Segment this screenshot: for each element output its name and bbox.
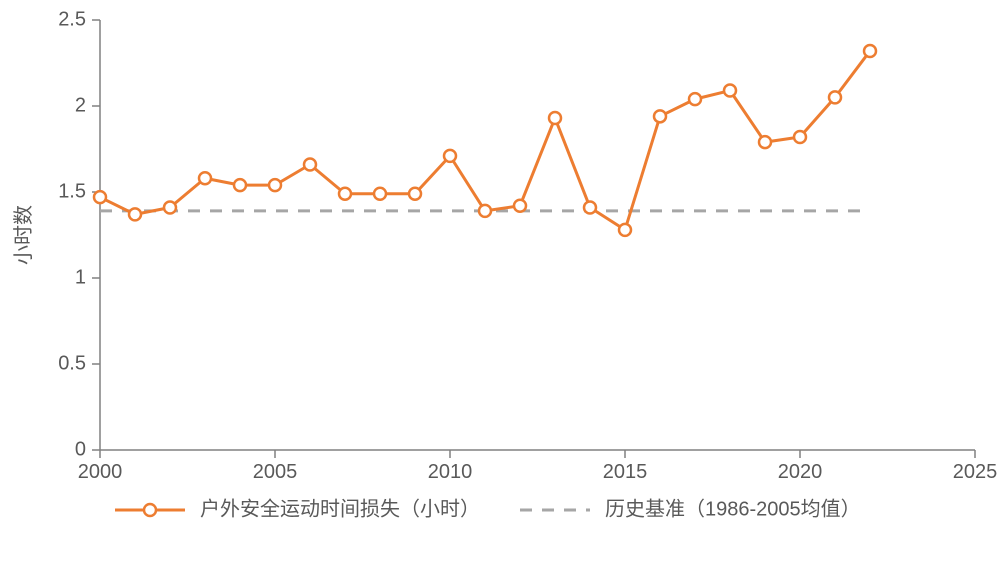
series-marker [794,131,806,143]
series-marker [689,93,701,105]
legend-series-label: 户外安全运动时间损失（小时） [200,497,480,520]
y-tick-label: 1 [75,266,86,288]
series-marker [759,136,771,148]
x-tick-label: 2025 [953,461,998,483]
series-marker [549,112,561,124]
chart-bg [0,0,1000,563]
series-marker [479,205,491,217]
series-marker [444,150,456,162]
series-marker [724,85,736,97]
x-tick-label: 2010 [428,461,473,483]
chart-container: 0 0.5 1 1.5 2 2.5 2000 2005 2010 2015 2020 2025 小时数户… [0,0,1000,563]
series-marker [164,201,176,213]
series-marker [829,91,841,103]
series-marker [654,110,666,122]
y-tick-label: 2 [75,94,86,116]
y-tick-label: 2.5 [58,8,86,30]
series-marker [199,172,211,184]
series-marker [619,224,631,236]
series-marker [339,188,351,200]
line-chart: 0 0.5 1 1.5 2 2.5 2000 2005 2010 2015 2020 2025 小时数户… [0,0,1000,563]
series-marker [234,179,246,191]
series-marker [129,208,141,220]
series-marker [409,188,421,200]
series-marker [374,188,386,200]
y-tick-label: 1.5 [58,180,86,202]
series-marker [864,45,876,57]
x-tick-label: 2015 [603,461,648,483]
legend-series-marker [144,504,156,516]
y-tick-label: 0 [75,438,86,460]
x-tick-label: 2020 [778,461,823,483]
series-marker [514,200,526,212]
series-marker [94,191,106,203]
y-tick-label: 0.5 [58,352,86,374]
y-axis-label: 小时数 [12,205,35,265]
x-tick-label: 2005 [253,461,298,483]
series-marker [269,179,281,191]
legend-baseline-label: 历史基准（1986-2005均值） [605,497,861,520]
series-marker [304,158,316,170]
x-tick-label: 2000 [78,461,123,483]
series-marker [584,201,596,213]
